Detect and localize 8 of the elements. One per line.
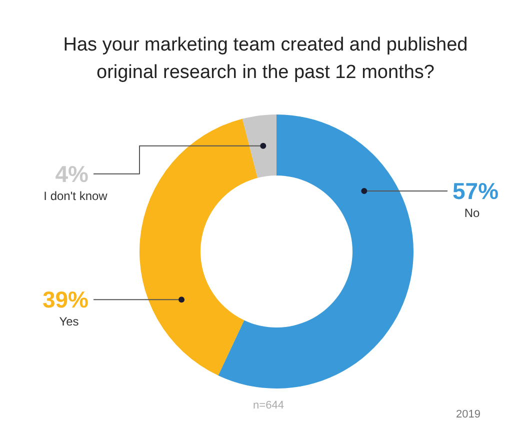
text: 2019 <box>456 408 481 420</box>
slice-label: I don't know <box>44 188 108 203</box>
data-label: 57% <box>452 178 499 204</box>
data-label: 39% <box>42 286 89 313</box>
slice-label: No <box>464 206 480 220</box>
chart-title: Has your marketing team created and published original research in the past 12 months? <box>63 34 468 83</box>
slice-label: Yes <box>59 314 79 329</box>
text: n=644 <box>253 400 284 412</box>
